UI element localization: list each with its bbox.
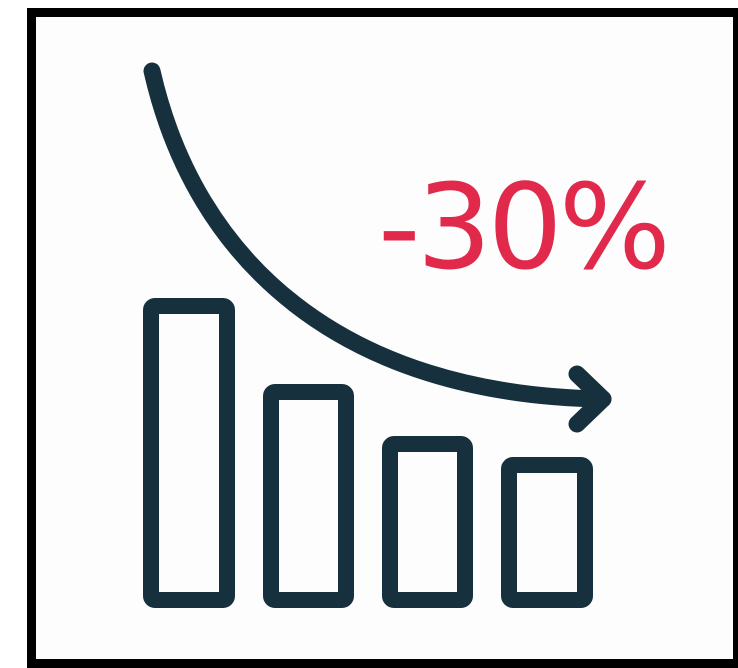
bars-group (143, 298, 593, 608)
arrow-head (568, 365, 612, 433)
bar-2 (263, 384, 354, 608)
arrow-curve (143, 62, 612, 408)
bar-3 (382, 436, 473, 608)
percent-label: -30% (378, 158, 667, 296)
bar-1 (143, 298, 235, 608)
declining-bar-chart-icon: -30% (143, 62, 671, 608)
bar-4 (501, 457, 593, 608)
curved-down-arrow-icon (143, 62, 612, 433)
